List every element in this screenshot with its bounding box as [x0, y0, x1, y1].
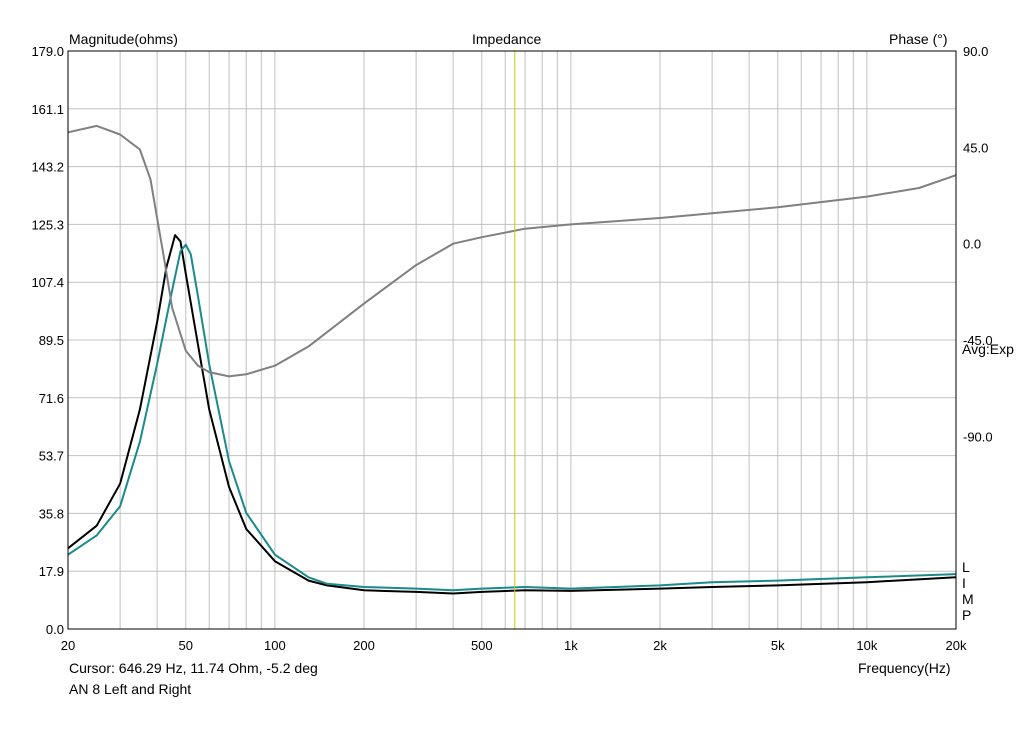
- left-y-tick-label: 71.6: [39, 391, 64, 406]
- left-y-tick-label: 107.4: [31, 275, 64, 290]
- x-tick-label: 100: [264, 638, 286, 653]
- phase-series: [67, 124, 957, 378]
- left-y-tick-label: 179.0: [31, 44, 64, 59]
- magnitude-series-left: [67, 234, 957, 595]
- x-tick-label: 1k: [564, 638, 578, 653]
- right-axis-label: Phase (°): [889, 31, 948, 47]
- left-axis-label: Magnitude(ohms): [69, 31, 178, 47]
- avg-label: Avg:Exp: [962, 341, 1014, 357]
- x-tick-label: 5k: [771, 638, 785, 653]
- right-y-tick-label: 0.0: [963, 237, 981, 252]
- x-tick-label: 200: [353, 638, 375, 653]
- left-y-tick-label: 143.2: [31, 160, 64, 175]
- left-y-tick-label: 0.0: [46, 622, 64, 637]
- left-y-tick-label: 17.9: [39, 564, 64, 579]
- left-y-tick-labels: 0.0 17.9 35.8 53.7 71.6 89.5 107.4 125.3 143.2 16…: [31, 44, 64, 637]
- x-axis-label: Frequency(Hz): [858, 660, 951, 676]
- corner-label: L: [962, 559, 970, 575]
- x-tick-label: 50: [179, 638, 193, 653]
- left-y-tick-label: 35.8: [39, 506, 64, 521]
- left-y-tick-label: 125.3: [31, 217, 64, 232]
- x-tick-label: 20: [61, 638, 75, 653]
- right-y-tick-label: 90.0: [963, 44, 988, 59]
- right-y-tick-labels: 90.0 45.0 0.0 -45.0 -90.0: [963, 44, 993, 444]
- x-tick-label: 20k: [946, 638, 967, 653]
- left-y-tick-label: 161.1: [31, 102, 64, 117]
- left-y-tick-label: 53.7: [39, 449, 64, 464]
- legend-text: AN 8 Left and Right: [69, 681, 192, 697]
- right-y-tick-label: -45.0: [963, 333, 993, 348]
- right-y-tick-label: 45.0: [963, 140, 988, 155]
- x-tick-label: 10k: [856, 638, 877, 653]
- data-series: [67, 124, 957, 595]
- plot-frame: [67, 50, 957, 630]
- x-tick-label: 500: [471, 638, 493, 653]
- left-y-tick-label: 89.5: [39, 333, 64, 348]
- x-tick-label: 2k: [653, 638, 667, 653]
- x-tick-labels: 20 50 100 200 500 1k 2k 5k 10k 20k: [61, 638, 967, 653]
- corner-label: I: [962, 575, 966, 591]
- right-y-tick-label: -90.0: [963, 429, 993, 444]
- cursor-readout: Cursor: 646.29 Hz, 11.74 Ohm, -5.2 deg: [69, 660, 318, 676]
- corner-label: P: [962, 607, 971, 623]
- grid-lines: [67, 50, 957, 630]
- chart-title: Impedance: [472, 31, 542, 47]
- magnitude-series-right: [67, 243, 957, 592]
- corner-label: M: [962, 591, 974, 607]
